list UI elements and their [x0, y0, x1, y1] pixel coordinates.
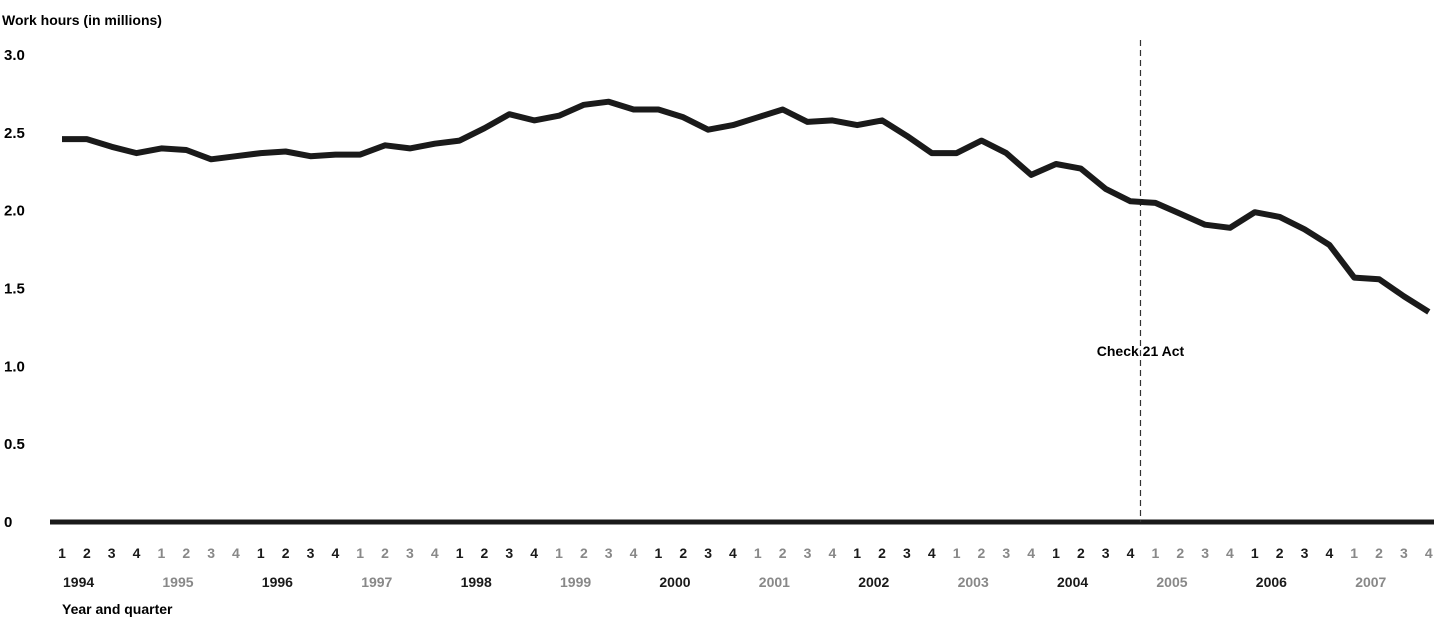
- y-tick-label: 0.5: [4, 436, 25, 453]
- x-axis-label: Year and quarter: [62, 601, 173, 617]
- x-quarter-label: 3: [1102, 545, 1110, 561]
- x-quarter-label: 3: [804, 545, 812, 561]
- x-year-label: 1996: [262, 574, 293, 590]
- x-quarter-label: 2: [679, 545, 687, 561]
- x-quarter-label: 1: [356, 545, 364, 561]
- x-quarter-label: 2: [1176, 545, 1184, 561]
- y-tick-label: 0: [4, 514, 12, 531]
- y-tick-label: 2.0: [4, 203, 25, 220]
- y-tick-labels: 3.0 2.5 2.0 1.5 1.0 0.5 0: [4, 47, 25, 531]
- x-quarter-label: 3: [505, 545, 513, 561]
- x-year-label: 1997: [361, 574, 392, 590]
- x-quarter-label: 2: [978, 545, 986, 561]
- x-quarter-label: 2: [779, 545, 787, 561]
- x-quarter-label: 2: [1375, 545, 1383, 561]
- x-year-labels: 1994 1995 1996 1997 1998 1999 2000 2001 2002 2003…: [63, 574, 1387, 590]
- x-quarter-label: 3: [108, 545, 116, 561]
- x-quarter-label: 1: [158, 545, 166, 561]
- work-hours-line: [62, 98, 1431, 315]
- x-quarter-label: 3: [903, 545, 911, 561]
- x-quarter-label: 4: [1425, 545, 1433, 561]
- x-quarter-label: 1: [58, 545, 66, 561]
- x-quarter-label: 3: [307, 545, 315, 561]
- x-quarter-label: 1: [853, 545, 861, 561]
- x-quarter-label: 4: [1027, 545, 1035, 561]
- y-axis-label: Work hours (in millions): [2, 12, 162, 28]
- y-tick-label: 3.0: [4, 47, 25, 64]
- y-tick-label: 2.5: [4, 125, 25, 142]
- x-quarter-label: 4: [431, 545, 439, 561]
- x-year-label: 2002: [858, 574, 889, 590]
- x-quarter-label: 4: [331, 545, 339, 561]
- x-quarter-label: 3: [406, 545, 414, 561]
- x-quarter-label: 4: [928, 545, 936, 561]
- x-year-label: 2007: [1355, 574, 1386, 590]
- x-year-label: 2000: [659, 574, 690, 590]
- x-year-label: 2004: [1057, 574, 1088, 590]
- x-year-label: 2003: [958, 574, 989, 590]
- x-quarter-label: 2: [878, 545, 886, 561]
- x-quarter-label: 2: [580, 545, 588, 561]
- x-quarter-label: 4: [828, 545, 836, 561]
- x-quarter-label: 2: [282, 545, 290, 561]
- x-quarter-label: 1: [1152, 545, 1160, 561]
- x-quarter-label: 2: [83, 545, 91, 561]
- x-quarter-label: 3: [1201, 545, 1209, 561]
- x-quarter-label: 4: [133, 545, 141, 561]
- y-tick-label: 1.0: [4, 358, 25, 375]
- x-quarter-label: 1: [456, 545, 464, 561]
- x-year-label: 1994: [63, 574, 94, 590]
- x-quarter-label: 4: [232, 545, 240, 561]
- x-quarter-label: 4: [1226, 545, 1234, 561]
- x-quarter-label: 1: [655, 545, 663, 561]
- x-quarter-label: 4: [729, 545, 737, 561]
- x-quarter-label: 1: [754, 545, 762, 561]
- x-quarter-label: 2: [182, 545, 190, 561]
- x-quarter-label: 2: [1077, 545, 1085, 561]
- x-quarter-label: 3: [1002, 545, 1010, 561]
- x-quarter-label: 3: [1301, 545, 1309, 561]
- x-quarter-label: 1: [1350, 545, 1358, 561]
- check21-annotation: Check 21 Act: [1097, 343, 1185, 359]
- x-quarter-label: 1: [1052, 545, 1060, 561]
- x-quarter-label: 4: [530, 545, 538, 561]
- x-quarter-label: 2: [481, 545, 489, 561]
- x-quarter-label: 4: [1325, 545, 1333, 561]
- x-quarter-label: 1: [257, 545, 265, 561]
- x-quarter-label: 2: [381, 545, 389, 561]
- x-quarter-label: 1: [555, 545, 563, 561]
- x-year-label: 1995: [162, 574, 193, 590]
- x-year-label: 2001: [759, 574, 790, 590]
- x-quarter-label: 3: [605, 545, 613, 561]
- x-quarter-label: 1: [1251, 545, 1259, 561]
- x-year-label: 1998: [461, 574, 492, 590]
- x-quarter-label: 4: [1127, 545, 1135, 561]
- x-quarter-label: 2: [1276, 545, 1284, 561]
- x-year-label: 2006: [1256, 574, 1287, 590]
- x-year-label: 2005: [1156, 574, 1187, 590]
- x-quarter-label: 3: [207, 545, 215, 561]
- x-quarter-label: 4: [630, 545, 638, 561]
- x-quarter-label: 3: [704, 545, 712, 561]
- x-quarter-label: 3: [1400, 545, 1408, 561]
- x-quarter-label: 1: [953, 545, 961, 561]
- y-tick-label: 1.5: [4, 281, 25, 298]
- x-year-label: 1999: [560, 574, 591, 590]
